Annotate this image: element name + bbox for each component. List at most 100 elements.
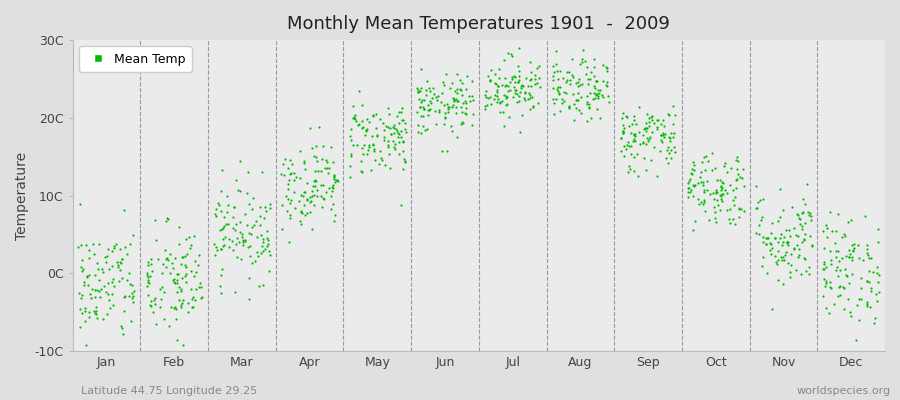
Point [507,84,521,90]
Point [310,154,324,160]
Point [344,152,358,159]
Point [698,208,713,214]
Point [727,194,742,200]
Point [112,278,126,284]
Point [871,278,886,285]
Point [89,310,104,317]
Point [71,244,86,250]
Point [571,96,585,103]
Point [566,116,580,123]
Point [760,235,775,241]
Point [840,273,854,280]
Point [167,276,182,282]
Point [587,56,601,63]
Point [395,166,410,172]
Point [824,261,838,267]
Point [617,125,632,131]
Point [454,121,469,127]
Point [499,82,513,88]
Point [213,188,228,194]
Point [422,84,436,91]
Point [749,183,763,189]
Point [75,310,89,316]
Point [245,206,259,213]
Point [587,73,601,79]
Point [120,251,134,257]
Point [327,173,341,180]
Point [621,169,635,175]
Point [748,204,762,211]
Point [321,185,336,191]
Point [464,122,479,128]
Point [494,98,508,104]
Point [284,197,299,204]
Point [392,138,407,145]
Point [159,264,174,270]
Point [89,315,104,322]
Point [662,135,677,142]
Point [456,100,471,106]
Point [590,106,604,112]
Point [776,254,790,260]
Point [773,230,788,237]
Point [87,251,102,258]
Point [576,47,590,53]
Point [664,154,679,161]
Point [160,215,175,221]
Point [805,242,819,248]
Point [845,271,859,278]
Point [251,252,266,259]
Point [316,194,330,201]
Point [98,254,112,260]
Point [589,90,603,97]
Point [148,216,163,223]
Point [174,288,188,294]
Point [313,193,328,199]
Point [420,126,435,132]
Point [100,253,114,259]
Point [436,120,451,127]
Point [256,236,270,242]
Point [833,266,848,273]
Point [141,291,156,298]
Y-axis label: Temperature: Temperature [15,152,29,240]
Point [221,221,236,227]
Point [774,254,788,260]
Point [854,296,868,302]
Point [650,116,664,123]
Point [823,279,837,286]
Point [586,96,600,102]
Point [293,221,308,227]
Point [640,125,654,132]
Point [651,117,665,123]
Point [107,283,122,289]
Point [72,290,86,296]
Point [715,183,729,190]
Point [709,187,724,193]
Point [653,121,668,128]
Point [115,324,130,331]
Point [510,99,525,105]
Point [227,204,241,210]
Point [184,242,198,248]
Point [491,74,506,81]
Point [367,148,382,154]
Point [803,233,817,240]
Point [126,232,140,238]
Point [571,89,585,96]
Point [208,252,222,258]
Point [846,248,860,254]
Point [860,302,875,309]
Point [816,292,831,299]
Point [307,168,321,174]
Point [632,129,646,135]
Point [528,75,543,82]
Point [477,92,491,98]
Point [184,296,199,302]
Point [352,121,366,127]
Point [394,128,409,134]
Point [229,176,243,183]
Point [102,266,116,273]
Point [392,120,406,126]
Point [187,297,202,304]
